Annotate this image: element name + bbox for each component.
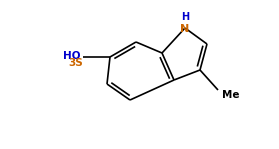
Text: N: N xyxy=(181,24,190,34)
Text: 3S: 3S xyxy=(68,58,83,68)
Text: Me: Me xyxy=(222,90,239,100)
Text: H: H xyxy=(181,12,189,22)
Text: HO: HO xyxy=(64,51,81,61)
